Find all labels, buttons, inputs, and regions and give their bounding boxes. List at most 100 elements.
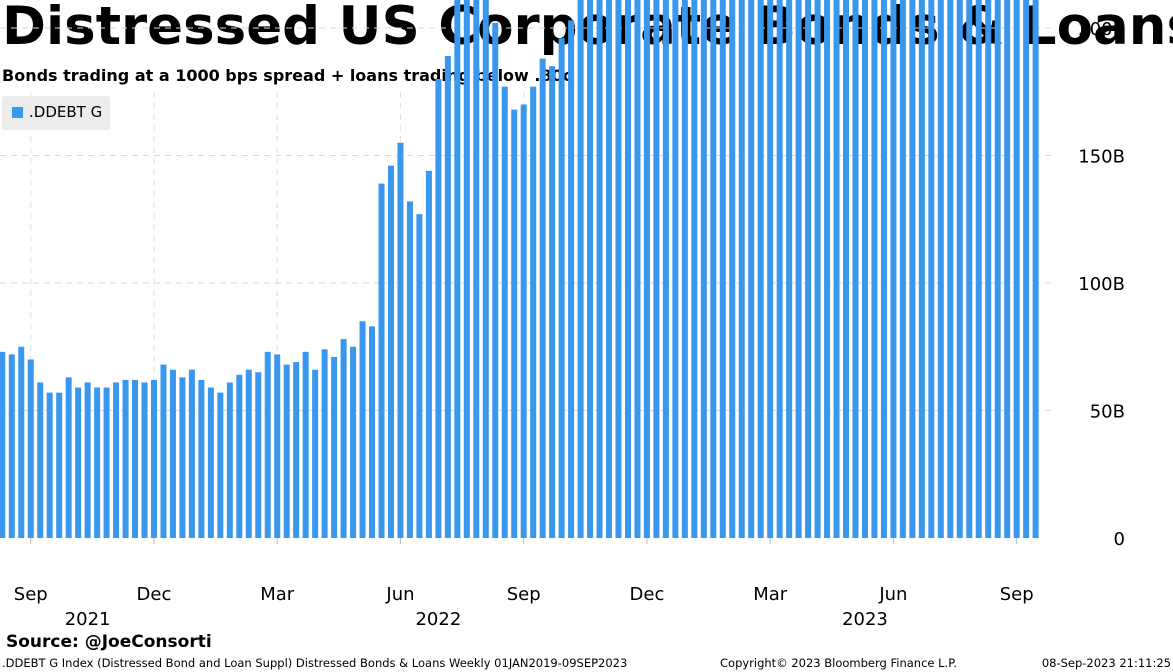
bar [463,0,470,538]
bar [624,0,631,538]
bar [492,22,499,538]
bar [1023,0,1030,538]
bar [994,0,1001,539]
grid-lines [0,27,1055,538]
y-tick-label: 100B [1078,274,1125,295]
bar [833,0,840,538]
bar [435,79,442,538]
bar [103,387,110,538]
bar [966,0,973,539]
footer-description: .DDEBT G Index (Distressed Bond and Loan… [2,656,628,670]
bar [369,326,376,538]
bar [302,351,309,538]
bar [710,0,717,539]
x-tick-label: Mar [260,584,295,605]
bar [274,354,281,538]
bar [75,387,82,538]
bar [975,0,982,538]
bar [814,0,821,539]
bar [738,0,745,538]
bar [321,349,328,538]
bar [425,170,432,539]
y-tick-label: 200B [1078,19,1125,40]
bar [255,372,262,538]
bar [615,0,622,539]
bar [653,0,660,538]
bar [909,0,916,539]
bar [293,362,300,538]
bar [558,38,565,538]
bar [918,0,925,539]
bar [359,321,366,538]
bar [549,66,556,538]
bar [928,0,935,538]
bar [985,0,992,539]
bar [236,374,243,538]
bar [691,0,698,539]
bar [331,356,338,538]
bar [444,56,451,539]
bar [824,0,831,538]
bar [245,369,252,538]
legend-label: .DDEBT G [29,103,103,121]
bar [340,339,347,538]
bar [899,0,906,539]
x-tick-label: Sep [1000,584,1034,605]
legend: .DDEBT G [2,96,110,130]
x-tick-label: Jun [878,584,907,605]
bar [757,0,764,538]
bar [748,0,755,539]
bar [681,0,688,538]
x-year-label: 2023 [842,609,888,630]
bar [188,369,195,538]
bar [198,379,205,538]
bar [861,0,868,539]
bar [312,369,319,538]
bar [416,214,423,538]
bar [378,183,385,539]
bar [700,0,707,538]
x-tick-label: Dec [630,584,665,605]
bar [56,392,63,538]
bar [776,0,783,538]
bar [150,379,157,538]
bar [729,0,736,538]
bar [454,0,461,538]
bar [207,387,214,538]
x-tick-label: Jun [385,584,414,605]
bar-series [0,0,1039,539]
x-year-label: 2022 [415,609,461,630]
bar [141,382,148,538]
bar [662,0,669,538]
bar [880,0,887,538]
y-axis: 050B100B150B200B250B300B [1078,19,1125,550]
x-axis: Sep Dec Mar Jun Sep Dec Mar Jun Sep 2021 2022 2023 [14,538,1034,630]
bar [1032,0,1039,539]
bar [1004,0,1011,538]
bar [871,0,878,538]
x-tick-label: Sep [14,584,48,605]
bar [264,351,271,538]
x-tick-label: Mar [753,584,788,605]
bar [37,382,44,538]
bar [577,0,584,538]
bar [1013,0,1020,538]
bar [283,364,290,538]
bar [947,0,954,539]
bar [27,359,34,538]
bar [387,165,394,538]
y-tick-label: 0 [1114,529,1125,550]
legend-swatch [12,107,23,118]
footer-copyright: Copyright© 2023 Bloomberg Finance L.P. [720,656,957,670]
bar [226,382,233,538]
bar [606,0,613,539]
bar [805,0,812,538]
bar [122,379,129,538]
x-year-label: 2021 [65,609,111,630]
bar [511,109,518,538]
bar [719,0,726,538]
bar [169,369,176,538]
bar [852,0,859,538]
y-tick-label: 50B [1090,402,1125,423]
